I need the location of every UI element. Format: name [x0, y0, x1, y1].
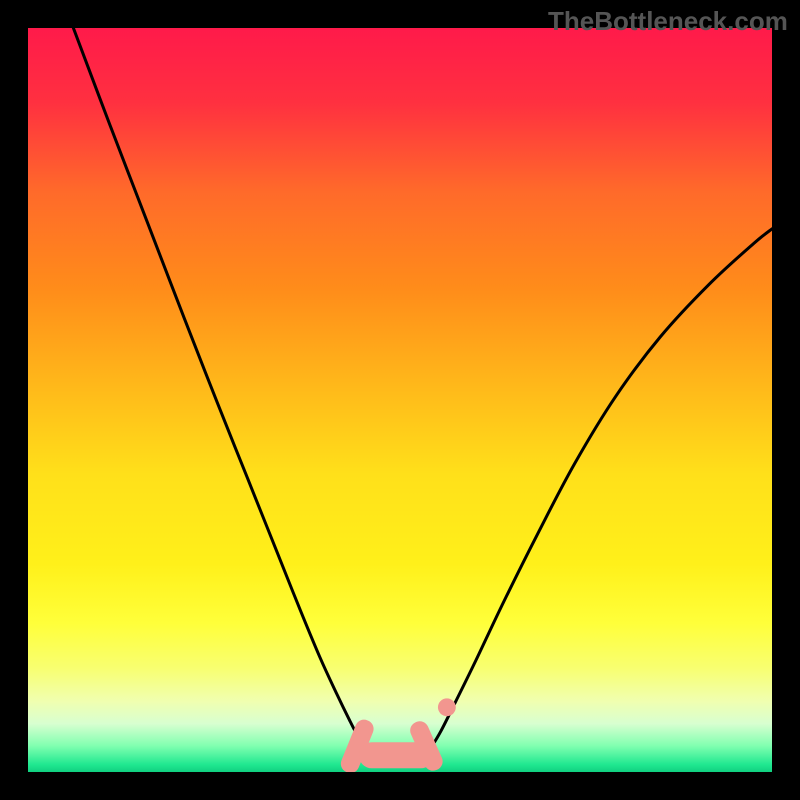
left-curve: [73, 28, 366, 750]
curve-group: [73, 28, 772, 750]
plot-area: [28, 28, 772, 772]
watermark-text: TheBottleneck.com: [548, 6, 788, 37]
right-curve: [430, 229, 772, 750]
chart-svg: [28, 28, 772, 772]
marker-right-dot: [438, 698, 456, 716]
